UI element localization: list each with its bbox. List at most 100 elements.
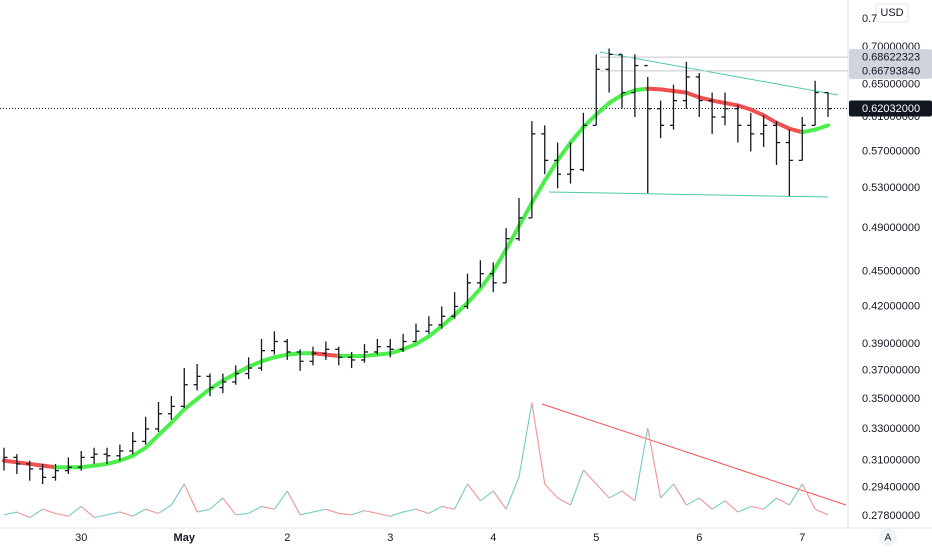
x-tick-label: 7 — [799, 532, 805, 544]
y-tick-label: 0.42000000 — [862, 300, 920, 312]
volume-segment — [788, 483, 803, 506]
volume-segment — [196, 508, 211, 513]
volume-segment — [467, 483, 481, 502]
ma-segment — [632, 86, 650, 93]
ma-segment — [323, 352, 341, 358]
price-badge — [849, 62, 932, 79]
x-tick-label: May — [174, 532, 196, 544]
volume-segment — [776, 497, 790, 506]
y-tick-label: 0.7 — [862, 13, 877, 25]
ma-segment — [684, 90, 702, 100]
ma-segment — [620, 88, 637, 97]
volume-segment — [557, 497, 571, 506]
trend-line — [599, 51, 839, 96]
ma-segment — [774, 120, 792, 131]
volume-segment — [80, 505, 95, 519]
ma-segment — [671, 88, 689, 95]
volume-segment — [42, 508, 56, 514]
volume-segment — [68, 505, 82, 517]
volume-segment — [248, 505, 262, 514]
ma-segment — [182, 397, 200, 412]
volume-segment — [338, 512, 352, 516]
volume-segment — [158, 504, 172, 514]
volume-segment — [686, 497, 700, 506]
volume-segment — [351, 510, 365, 516]
ma-segment — [130, 445, 148, 458]
price-badge-label: 0.68622323 — [862, 52, 920, 64]
volume-segment — [492, 490, 507, 510]
ma-segment — [735, 103, 753, 112]
ma-segment — [761, 113, 779, 125]
y-tick-label: 0.39000000 — [862, 338, 920, 350]
ma-segment — [362, 352, 380, 358]
auto-button-label[interactable]: A — [885, 533, 892, 544]
ma-segment — [2, 458, 19, 465]
ma-segment — [645, 86, 663, 92]
ma-segment — [594, 100, 612, 117]
volume-segment — [402, 508, 417, 513]
price-badge — [849, 100, 932, 117]
volume-segment — [531, 402, 546, 485]
ma-segment — [169, 407, 187, 425]
volume-segment — [16, 511, 30, 519]
volume-segment — [261, 505, 275, 510]
x-tick-label: 2 — [284, 532, 290, 544]
currency-badge — [875, 3, 909, 23]
ma-segment — [40, 463, 58, 470]
y-tick-label: 0.37000000 — [862, 365, 920, 377]
volume-segment — [569, 469, 584, 506]
volume-segment — [222, 497, 237, 516]
volume-segment — [325, 508, 339, 514]
ma-segment — [414, 334, 431, 347]
volume-segment — [750, 505, 764, 510]
volume-segment — [454, 483, 469, 510]
volume-segment — [29, 508, 43, 519]
y-tick-label: 0.33000000 — [862, 423, 920, 435]
price-badge-label: 0.66793840 — [862, 65, 920, 77]
y-tick-label: 0.35000000 — [862, 393, 920, 405]
ma-segment — [79, 463, 97, 470]
volume-segment — [737, 505, 751, 513]
ma-segment — [800, 127, 818, 135]
ma-segment — [710, 98, 727, 105]
volume-segment — [814, 508, 829, 516]
ma-segment — [555, 140, 573, 163]
ma-segment — [813, 123, 830, 132]
volume-segment — [441, 505, 455, 510]
volume-segment — [480, 490, 494, 502]
ma-segment — [220, 371, 238, 383]
volume-segment — [209, 497, 224, 510]
y-tick-label: 0.31000000 — [862, 455, 920, 467]
ma-segment — [542, 158, 560, 183]
volume-segment — [132, 508, 146, 517]
volume-segment — [312, 508, 327, 513]
ma-segment — [723, 100, 740, 108]
ma-segment — [504, 224, 521, 252]
volume-segment — [582, 469, 597, 485]
volume-segment — [3, 511, 18, 516]
y-tick-label: 0.49000000 — [862, 222, 920, 234]
ma-segment — [92, 461, 109, 468]
ma-segment — [195, 386, 212, 402]
auto-button[interactable] — [879, 528, 897, 546]
trend-line — [541, 403, 847, 506]
ma-segment — [272, 352, 290, 360]
volume-segment — [634, 427, 649, 501]
volume-segment — [235, 512, 249, 516]
ma-segment — [143, 433, 161, 450]
ma-segment — [658, 87, 676, 93]
price-badge — [849, 49, 932, 66]
volume-segment — [377, 512, 391, 517]
volume-segment — [711, 500, 726, 510]
currency: USD — [880, 7, 903, 19]
volume-segment — [428, 505, 443, 514]
ma-segment — [748, 107, 766, 118]
ma-segment — [375, 351, 393, 357]
x-tick-label: 4 — [490, 532, 496, 544]
x-tick-label: 3 — [387, 532, 393, 544]
volume-segment — [621, 490, 636, 502]
ma-segment — [246, 359, 264, 369]
y-tick-label: 0.57000000 — [862, 145, 920, 157]
